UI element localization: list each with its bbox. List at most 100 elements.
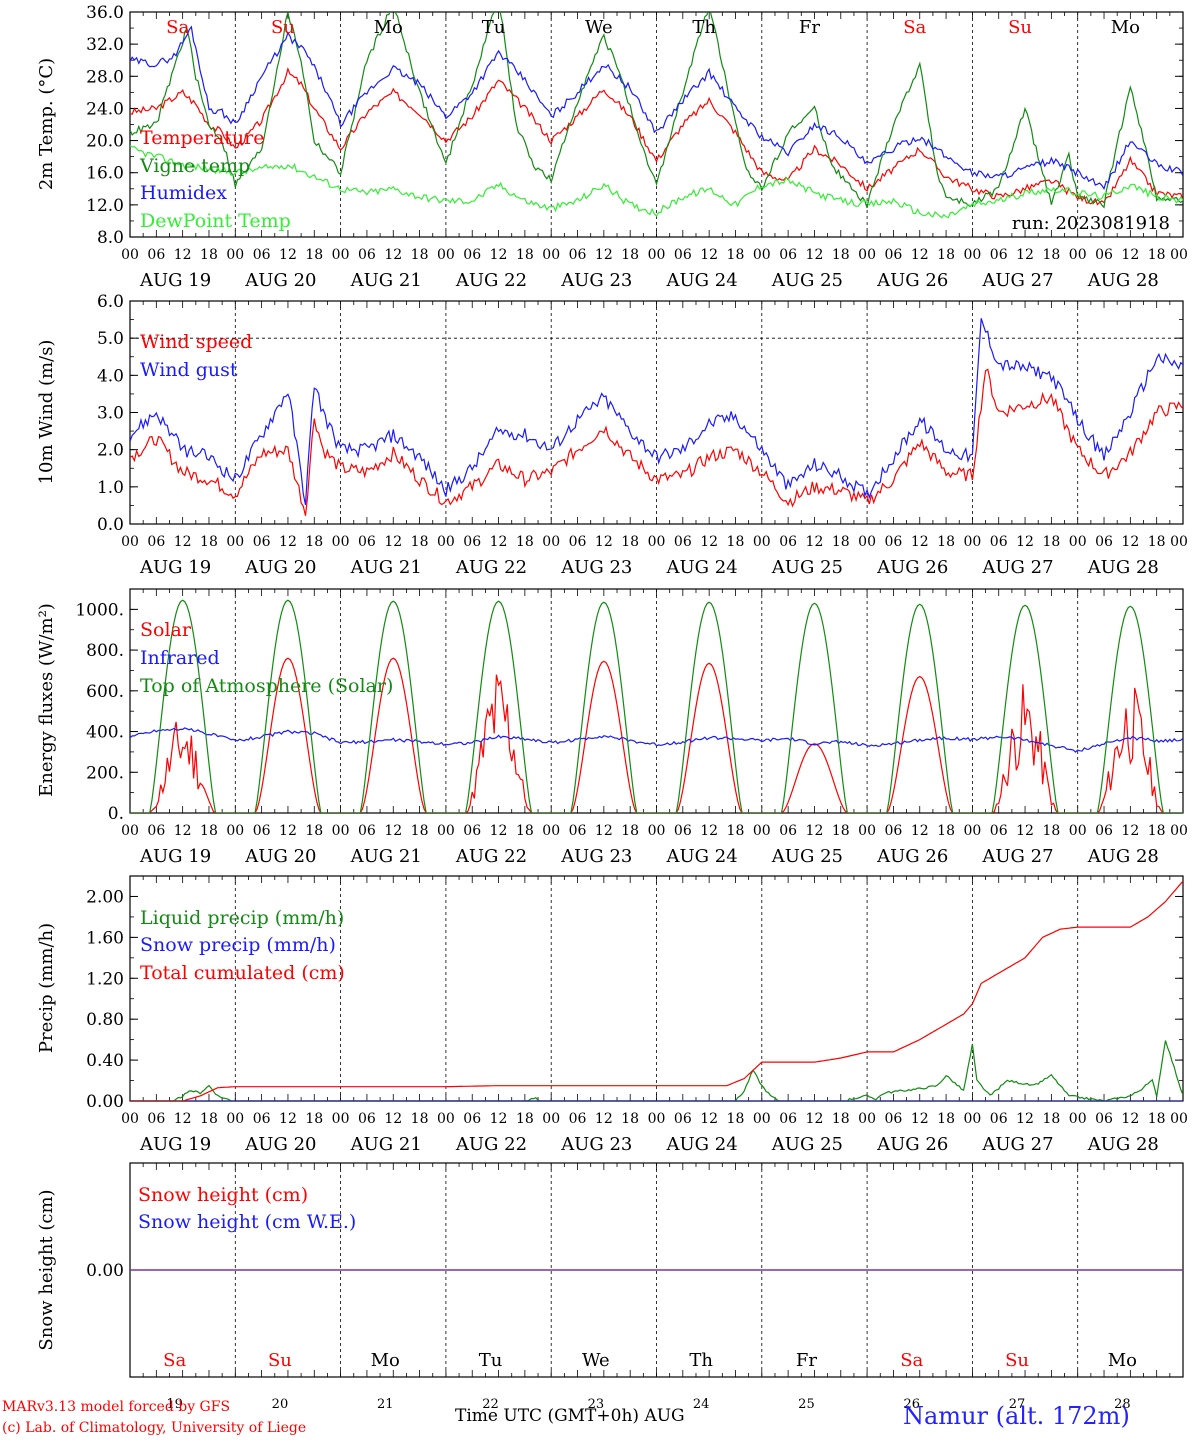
x-hour-label: 00: [121, 823, 139, 839]
x-hour-label: 00: [121, 1111, 139, 1127]
y-axis-label: Precip (mm/h): [36, 923, 57, 1053]
x-hour-label: 18: [937, 823, 955, 839]
x-hour-label: 18: [200, 1111, 218, 1127]
x-hour-label: 06: [990, 823, 1008, 839]
x-hour-label: 12: [911, 247, 929, 263]
x-date-label: AUG 28: [1087, 846, 1159, 867]
x-hour-label: 06: [779, 1111, 797, 1127]
x-hour-label: 06: [779, 247, 797, 263]
series-group: [130, 880, 1183, 1101]
day-label-bottom: Su: [1005, 1350, 1029, 1371]
x-hour-label: 06: [358, 1111, 376, 1127]
series-group: [130, 318, 1183, 516]
x-date-label: AUG 28: [1087, 557, 1159, 578]
y-tick-label: 0.00: [86, 1261, 124, 1281]
x-day-number: 26: [903, 1397, 920, 1412]
x-hour-label: 18: [200, 534, 218, 550]
x-hour-label: 12: [1016, 1111, 1034, 1127]
station-name: Namur (alt. 172m): [903, 1402, 1130, 1430]
y-tick-label: 600.: [86, 682, 124, 702]
day-label-bottom: Tu: [479, 1350, 503, 1371]
day-label-bottom: Sa: [900, 1350, 923, 1371]
x-day-number: 20: [272, 1397, 289, 1412]
x-date-label: AUG 20: [244, 846, 316, 867]
x-hour-label: 06: [569, 534, 587, 550]
day-label: We: [585, 17, 613, 38]
x-hour-label: 00: [226, 823, 244, 839]
legend-entry-humidex: Humidex: [140, 182, 227, 204]
x-hour-label: 00: [963, 534, 981, 550]
series-line-wind-speed: [130, 368, 1183, 516]
x-date-label: AUG 26: [876, 846, 948, 867]
x-date-label: AUG 24: [666, 846, 738, 867]
x-date-label: AUG 23: [560, 557, 632, 578]
x-hour-label: 12: [1016, 247, 1034, 263]
panel-4: 0.00 0.40 0.80 1.20 1.60 2.00 Precip (mm/h) Liq…: [36, 875, 1188, 1155]
x-hour-label: 06: [147, 1111, 165, 1127]
y-axis-label: 10m Wind (m/s): [36, 340, 57, 485]
x-day-number: 24: [693, 1397, 710, 1412]
x-hour-label: 00: [648, 823, 666, 839]
x-date-label: AUG 20: [244, 1134, 316, 1155]
x-hour-label: 06: [1095, 534, 1113, 550]
legend-entry-dewpoint-temp: DewPoint Temp: [140, 210, 291, 232]
x-hour-label: 12: [384, 247, 402, 263]
x-date-label: AUG 27: [981, 846, 1053, 867]
x-hour-label: 00: [963, 823, 981, 839]
x-hour-label: 12: [806, 534, 824, 550]
x-hour-label: 12: [911, 1111, 929, 1127]
x-hour-label: 12: [384, 823, 402, 839]
x-hour-label: 00: [753, 534, 771, 550]
x-hour-label: 18: [1042, 247, 1060, 263]
x-hour-label: 12: [595, 247, 613, 263]
x-date-label: AUG 23: [560, 270, 632, 291]
x-hour-label: 00: [648, 247, 666, 263]
legend-entry-top-of-atmosphere-solar: Top of Atmosphere (Solar): [140, 675, 393, 697]
x-hour-label: 00: [121, 247, 139, 263]
x-hour-label: 00: [542, 823, 560, 839]
day-label: Sa: [903, 17, 926, 38]
y-tick-label: 16.0: [86, 164, 124, 184]
series-line-humidex: [130, 25, 1183, 191]
x-date-label: AUG 19: [139, 270, 211, 291]
x-hour-label: 00: [753, 247, 771, 263]
y-axis-label: Energy fluxes (W/m²): [36, 603, 57, 797]
x-date-label: AUG 21: [350, 270, 422, 291]
x-hour-label: 18: [1042, 823, 1060, 839]
x-hour-label: 18: [1148, 534, 1166, 550]
x-hour-label: 12: [595, 1111, 613, 1127]
x-hour-label: 06: [1095, 247, 1113, 263]
x-hour-label: 06: [569, 823, 587, 839]
y-tick-label: 0.40: [86, 1051, 124, 1071]
x-day-number: 25: [798, 1397, 815, 1412]
x-hour-label: 06: [1095, 823, 1113, 839]
x-hour-label: 12: [1121, 534, 1139, 550]
x-hour-label: 00: [1069, 534, 1087, 550]
x-hour-label: 18: [1042, 1111, 1060, 1127]
day-label: Th: [692, 17, 716, 38]
x-hour-label: 18: [727, 247, 745, 263]
day-label: Mo: [1111, 17, 1140, 38]
x-hour-label: 18: [621, 1111, 639, 1127]
x-date-label: AUG 28: [1087, 1134, 1159, 1155]
x-hour-label: 18: [832, 247, 850, 263]
series-line-dewpoint-temp: [130, 145, 1183, 219]
y-tick-label: 2.0: [97, 441, 124, 461]
series-line-total-cumulated-cm: [130, 880, 1183, 1101]
day-label: Fr: [799, 17, 820, 38]
x-hour-label: 00: [437, 1111, 455, 1127]
x-hour-label: 18: [200, 823, 218, 839]
x-hour-label: 06: [253, 534, 271, 550]
x-hour-label: 12: [700, 247, 718, 263]
legend-entry-temperature: Temperature: [140, 127, 264, 149]
x-hour-label: 06: [253, 823, 271, 839]
x-date-label: AUG 24: [666, 1134, 738, 1155]
x-hour-label: 00: [648, 534, 666, 550]
y-tick-label: 1.0: [97, 478, 124, 498]
x-hour-label: 00: [437, 823, 455, 839]
x-date-label: AUG 26: [876, 1134, 948, 1155]
y-tick-label: 36.0: [86, 3, 124, 23]
x-hour-label: 12: [911, 534, 929, 550]
x-date-label: AUG 25: [771, 846, 843, 867]
